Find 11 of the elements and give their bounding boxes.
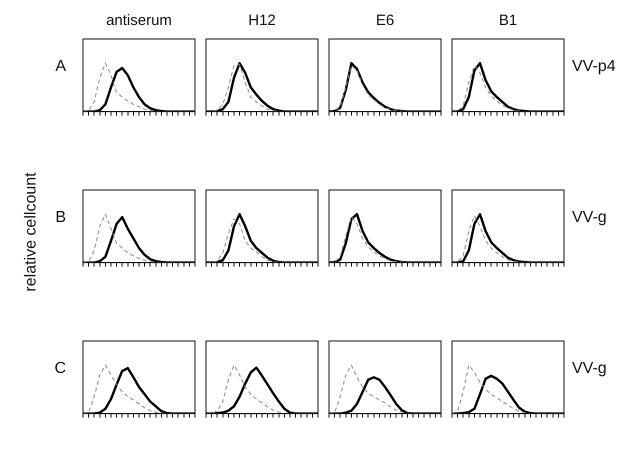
chart-title: E6 [374, 12, 396, 29]
text: VV-g [572, 209, 607, 227]
text: A [55, 58, 66, 76]
chart-title: B1 [498, 12, 518, 29]
text: B [55, 209, 66, 227]
text: VV-p4 [572, 58, 616, 76]
text: C [54, 360, 66, 378]
chart-title: H12 [247, 12, 277, 29]
y-axis-title: relative cellcount [22, 172, 40, 292]
chart-title: antiserum [105, 12, 173, 29]
text: VV-g [572, 360, 607, 378]
